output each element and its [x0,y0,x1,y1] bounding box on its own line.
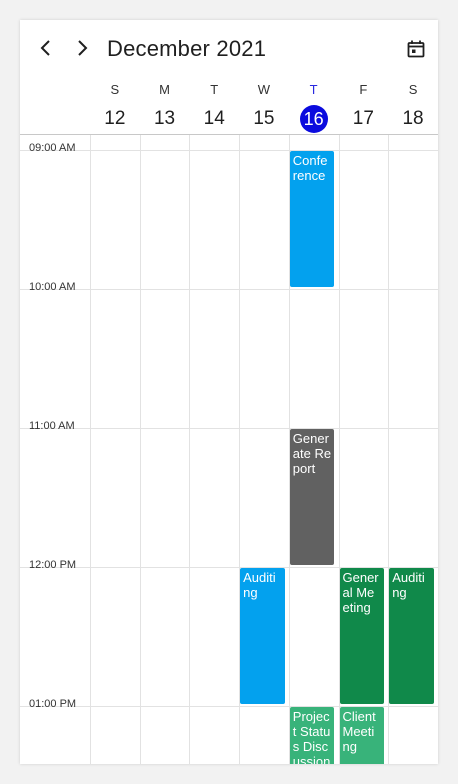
appointment-auditing[interactable]: Auditing [389,568,434,704]
hour-line [20,706,438,707]
day-letter: F [359,82,368,97]
day-letter: S [408,82,418,97]
day-number[interactable]: 12 [104,108,126,129]
week-day-header: S 12 M 13 T 14 W 15 T 16 F 17 S 18 [90,78,438,134]
next-week-button[interactable] [68,34,96,62]
day-letter: S [110,82,120,97]
day-header-17[interactable]: F 17 [339,78,389,134]
appointment-client-meeting[interactable]: Client Meeting [339,707,385,764]
today-date-circle[interactable]: 16 [299,105,328,133]
chevron-left-icon [40,40,50,56]
day-column-divider [189,135,191,764]
day-number[interactable]: 13 [153,108,176,129]
day-column-divider [90,135,91,764]
day-letter: T [309,82,318,97]
day-column-divider [239,135,241,764]
day-header-12[interactable]: S 12 [90,78,140,134]
day-column-divider [288,135,290,764]
day-letter: W [257,82,271,97]
time-label: 12:00 PM [29,559,77,571]
day-letter: M [159,82,170,97]
month-title[interactable]: December 2021 [107,36,267,61]
day-column-divider [388,135,390,764]
time-grid: 09:00 AM 10:00 AM 11:00 AM 12:00 PM 01:00 PM… [20,135,438,764]
day-header-15[interactable]: W 15 [239,78,289,134]
hour-line [20,428,438,429]
day-number[interactable]: 15 [253,108,275,129]
day-number[interactable]: 18 [402,108,424,129]
appointment-conference[interactable]: Conference [289,151,335,287]
appointment-general-meeting[interactable]: General Meeting [339,568,385,704]
day-column-divider [338,135,340,764]
day-letter: T [210,82,219,97]
day-number[interactable]: 17 [352,108,374,129]
time-label: 11:00 AM [29,420,75,432]
header-divider [20,134,438,135]
time-label: 01:00 PM [29,698,77,710]
hour-line [20,567,438,568]
day-header-16[interactable]: T 16 [289,78,339,134]
calendar-card: December 2021 S 12 M 13 T 14 W 15 T 16 F 17 S 18 09:0… [20,20,438,764]
day-header-14[interactable]: T 14 [189,78,239,134]
day-column-divider [139,135,141,764]
previous-week-button[interactable] [32,34,60,62]
today-button[interactable] [404,37,428,61]
time-label: 10:00 AM [29,281,76,293]
day-header-13[interactable]: M 13 [140,78,190,134]
appointment-generate-report[interactable]: Generate Report [289,429,335,565]
hour-line [20,289,438,290]
appointment-project-status-discussion[interactable]: Project Status Discussion [289,707,335,764]
appointment-auditing[interactable]: Auditing [240,568,285,704]
calendar-today-icon [407,40,425,58]
day-header-18[interactable]: S 18 [388,78,438,134]
hour-line [20,150,438,151]
chevron-right-icon [78,40,88,56]
day-number[interactable]: 14 [203,108,225,129]
time-label: 09:00 AM [29,142,76,154]
calendar-header: December 2021 [20,20,438,78]
